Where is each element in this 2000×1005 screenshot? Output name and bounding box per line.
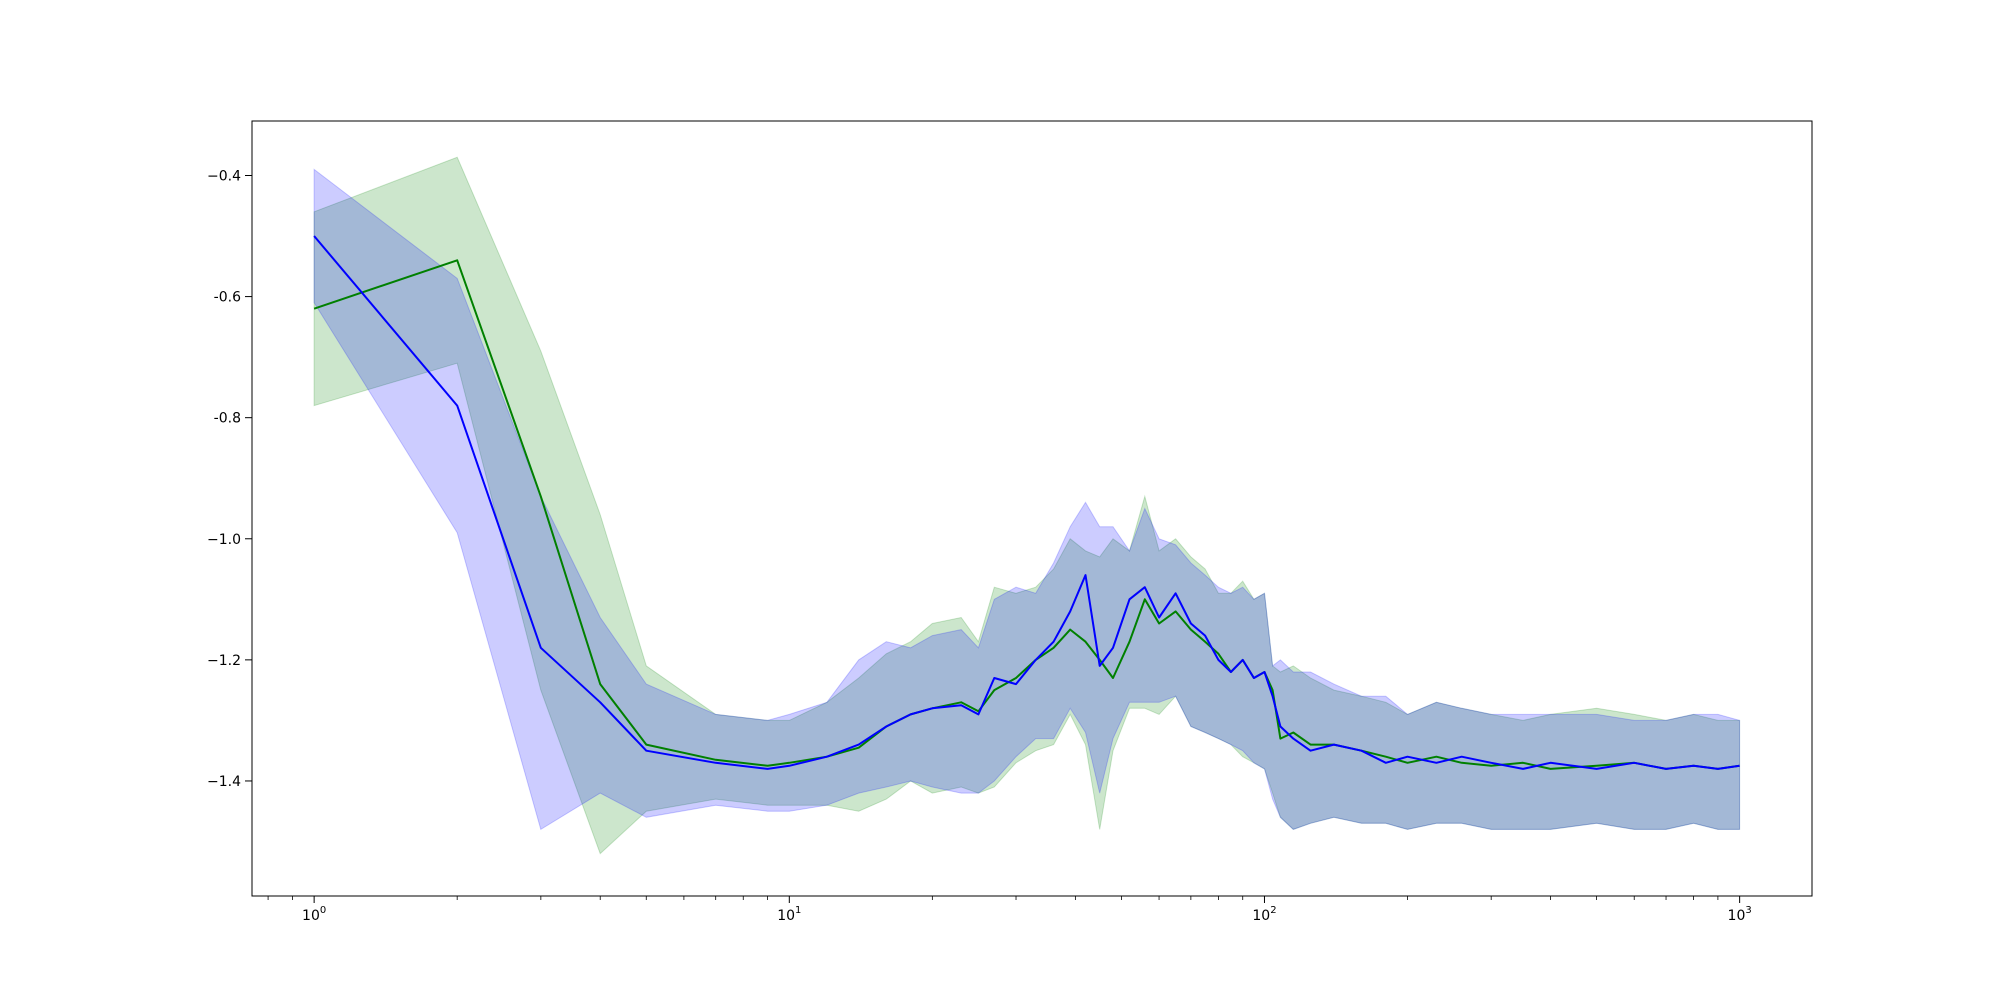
series-2-band: [313, 168, 1741, 831]
y-axis: −0.4 -0.6 -0.8 −1.0 −1.2 −1.4: [207, 168, 252, 790]
series-lines: [313, 235, 1740, 770]
y-tick-label-4: −1.2: [207, 653, 241, 669]
y-tick-label-2: -0.8: [214, 411, 241, 427]
y-tick-label-5: −1.4: [207, 774, 241, 790]
series-2-line: [313, 235, 1740, 770]
y-tick-label-1: -0.6: [214, 290, 241, 306]
x-tick-label-0: 100: [302, 905, 326, 924]
x-tick-label-3: 103: [1728, 905, 1752, 924]
confidence-bands: [313, 156, 1741, 855]
y-tick-label-0: −0.4: [207, 168, 241, 184]
plot-frame: [251, 120, 1813, 897]
series-1-line: [313, 259, 1740, 770]
x-tick-label-1: 101: [777, 905, 801, 924]
series-1-band: [313, 156, 1741, 855]
x-tick-label-2: 102: [1252, 905, 1276, 924]
y-tick-label-3: −1.0: [207, 532, 241, 548]
x-axis: 100 101 102 103: [267, 896, 1752, 924]
